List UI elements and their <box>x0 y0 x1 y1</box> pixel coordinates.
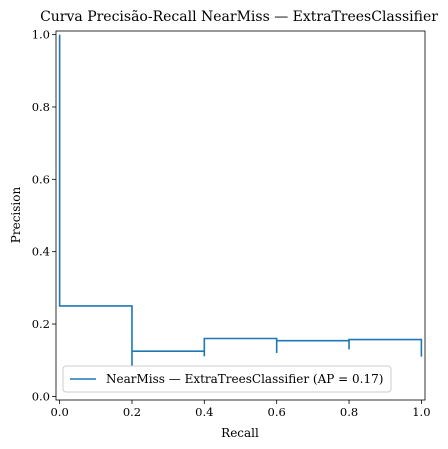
y-tick-label: 0.6 <box>32 172 50 186</box>
y-tick-label: 0.2 <box>32 317 50 331</box>
y-tick-label: 0.0 <box>32 389 50 403</box>
x-tick-label: 0.2 <box>123 405 141 419</box>
plot-area <box>55 30 426 401</box>
y-axis: 0.0 0.2 0.4 0.6 0.8 1.0 <box>32 28 56 403</box>
y-tick-label: 0.4 <box>32 245 50 259</box>
y-axis-label: Precision <box>9 187 23 244</box>
x-axis: 0.0 0.2 0.4 0.6 0.8 1.0 <box>50 400 431 419</box>
legend-entry: NearMiss — ExtraTreesClassifier (AP = 0.… <box>106 372 383 386</box>
x-tick-label: 0.8 <box>340 405 358 419</box>
x-tick-label: 1.0 <box>412 405 430 419</box>
y-tick-label: 0.8 <box>32 100 50 114</box>
x-tick-label: 0.4 <box>195 405 213 419</box>
legend: NearMiss — ExtraTreesClassifier (AP = 0.… <box>62 365 392 393</box>
x-tick-label: 0.6 <box>268 405 286 419</box>
plot-frame <box>55 30 426 401</box>
y-tick-label: 1.0 <box>32 28 50 42</box>
chart-title: Curva Precisão-Recall NearMiss — ExtraTr… <box>40 9 438 25</box>
x-axis-label: Recall <box>221 426 259 440</box>
legend-box <box>62 365 392 393</box>
x-tick-label: 0.0 <box>50 405 68 419</box>
pr-curve-series-0 <box>58 34 423 367</box>
